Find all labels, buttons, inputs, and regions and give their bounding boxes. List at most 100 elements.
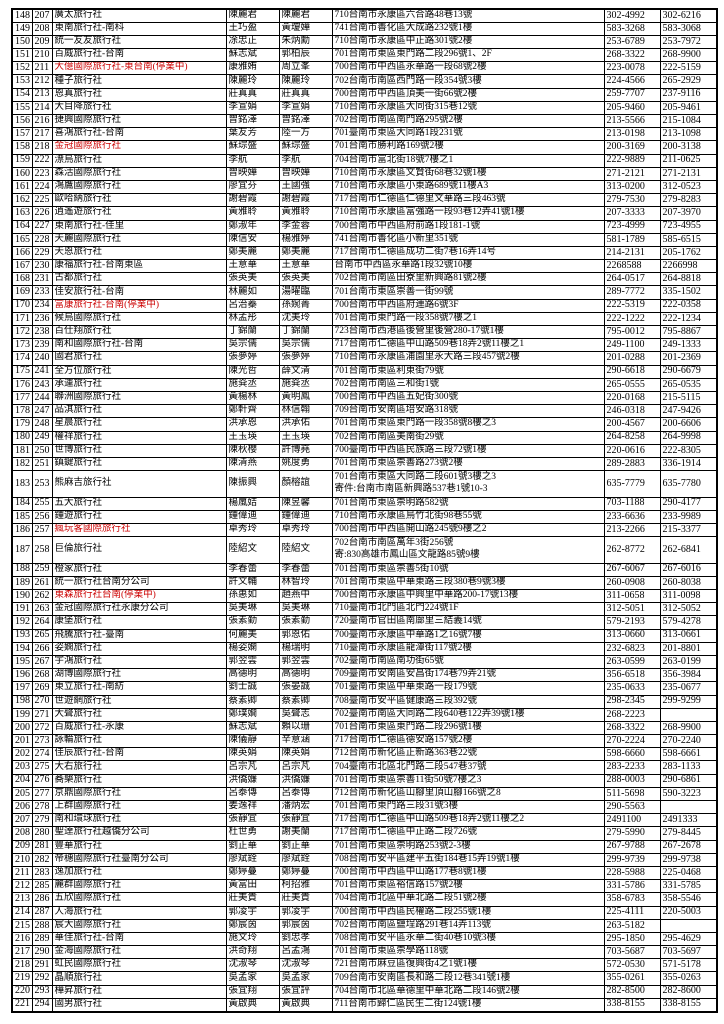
contact1-cell: 林孟彤 <box>225 311 280 327</box>
reg-no-cell: 236 <box>31 311 53 327</box>
seq-cell: 184 <box>11 496 33 511</box>
agency-name-cell: 恩真旅行社 <box>51 87 227 102</box>
seq-cell: 202 <box>11 747 33 762</box>
contact2-cell: 王國強 <box>278 179 333 195</box>
contact2-cell: 王玉瑛 <box>278 430 333 445</box>
table-row-210: 210 282 帝穗國際旅行社臺南分公司 廖斌銓 廖斌銓 708台南市安平區建平… <box>11 852 718 867</box>
table-row-184: 184 255 五大旅行社 楊嵐姞 陳昱馨 701台南市東區崇明路582號 70… <box>11 496 718 511</box>
fax-cell: 211-0625 <box>659 153 718 168</box>
table-row-218: 218 291 虹民國際旅行社 沈淑琴 沈淑琴 721台南市麻豆區復興街4之1號… <box>11 958 718 973</box>
agency-name-cell: 麗群國際旅行社 <box>51 879 227 894</box>
address-cell: 702台南市南區三和街1號 <box>331 377 605 392</box>
contact2-cell: 朱炳勳 <box>278 34 333 50</box>
tel-cell: 263-5182 <box>603 918 661 933</box>
agency-name-cell: 熊麻吉旅行社 <box>51 470 227 498</box>
contact1-cell: 張素勤 <box>225 615 280 630</box>
fax-cell: 2491333 <box>659 813 718 828</box>
agency-name-cell: 鎮鍵旅行社 <box>51 456 227 472</box>
table-row-151: 151 210 百威旅行社-台南 蘇志斌 郭柏辰 701台南市東區東門路二段29… <box>11 48 718 63</box>
agency-table-body: 148 207 廣太旅行社 陳麗君 陳麗君 710台南市永康區六合路48巷13號… <box>11 8 718 1013</box>
table-row-148: 148 207 廣太旅行社 陳麗君 陳麗君 710台南市永康區六合路48巷13號… <box>11 8 718 23</box>
table-row-194: 194 266 姿嫻旅行社 楊姿嫻 楊瑞明 710臺南市永康區龍潭街117號2樓… <box>11 641 718 656</box>
table-row-156: 156 216 捷興國際旅行社 曾銘澤 曾銘澤 702台南市南區南門路295號2… <box>11 113 718 129</box>
contact1-cell: 凃忠正 <box>225 34 280 50</box>
table-row-163: 163 226 逍遙遊旅行社 黃雅聆 黃雅聆 710台南市永康區富強路一段93巷… <box>11 206 718 221</box>
reg-no-cell: 282 <box>31 852 53 867</box>
table-row-175: 175 241 全方位旅行社 陳光哲 薛文清 701台南市東區利東街79號 29… <box>11 364 718 379</box>
reg-no-cell: 214 <box>31 100 53 116</box>
seq-cell: 221 <box>11 997 33 1013</box>
contact1-cell: 鄭宸茵 <box>225 918 280 933</box>
fax-cell: 290-6679 <box>659 364 718 379</box>
reg-no-cell: 277 <box>31 786 53 802</box>
contact1-cell: 鄭軒齊 <box>225 404 280 419</box>
address-cell: 701台南市東區東門路一段358號8樓之3 <box>331 417 605 432</box>
agency-name-cell: 全方位旅行社 <box>51 364 227 379</box>
seq-cell: 209 <box>11 839 33 854</box>
seq-cell: 215 <box>11 918 33 933</box>
fax-cell: 795-8867 <box>659 324 718 340</box>
address-cell: 701臺南市東區中華東路一段179號 <box>331 681 605 696</box>
agency-name-cell: 樺昇旅行社 <box>51 984 227 999</box>
tel-cell: 223-0078 <box>603 61 661 76</box>
contact1-cell: 鄭璞嫺 <box>225 707 280 722</box>
contact1-cell: 洪承恩 <box>225 417 280 432</box>
address-cell: 704台南市北區中華北路二段51號2樓 <box>331 892 605 907</box>
reg-no-cell: 208 <box>31 21 53 36</box>
seq-cell: 168 <box>11 272 33 287</box>
contact2-cell: 周立峯 <box>278 61 333 76</box>
table-row-192: 192 264 康堡旅行社 張素勤 張素勤 720臺南市官田區南廍里三結義14號… <box>11 615 718 630</box>
fax-cell: 335-1502 <box>659 285 718 300</box>
contact2-cell: 張英美 <box>278 272 333 287</box>
contact2-cell: 李宣娟 <box>278 100 333 116</box>
contact2-cell: 謝碧霞 <box>278 193 333 208</box>
tel-cell: 635-7779 <box>603 470 661 498</box>
contact2-cell: 沈淑琴 <box>278 958 333 973</box>
reg-no-cell: 228 <box>31 232 53 247</box>
tel-cell: 246-0318 <box>603 404 661 419</box>
reg-no-cell: 238 <box>31 324 53 340</box>
agency-name-cell: 人海旅行社 <box>51 905 227 920</box>
table-row-170: 170 234 富康旅行社-台南(停業中) 呂治蓁 孫婉菁 700台南市中西區府… <box>11 298 718 313</box>
seq-cell: 180 <box>11 430 33 445</box>
fax-cell: 247-9426 <box>659 404 718 419</box>
seq-cell: 177 <box>11 390 33 406</box>
contact2-cell: 張夢婷 <box>278 351 333 366</box>
address-cell: 708臺南市安平區健康路三段392號 <box>331 694 605 709</box>
contact1-cell: 陳光哲 <box>225 364 280 379</box>
contact2-cell: 吳聲志 <box>278 707 333 722</box>
tel-cell: 271-2121 <box>603 166 661 181</box>
contact2-cell: 卓秀玲 <box>278 522 333 538</box>
contact2-cell: 趙燕中 <box>278 588 333 604</box>
agency-name-cell: 宸大國際旅行社 <box>51 918 227 933</box>
contact1-cell: 劉士誠 <box>225 681 280 696</box>
seq-cell: 149 <box>11 21 33 36</box>
agency-name-cell: 帝穗國際旅行社臺南分公司 <box>51 852 227 867</box>
reg-no-cell: 251 <box>31 456 53 472</box>
tel-cell: 268-2223 <box>603 707 661 722</box>
address-cell: 701台南市東區大同路二段601號3樓之3 寄件:台南市南區新興路537巷1號10… <box>331 470 605 498</box>
contact1-cell: 蘇志斌 <box>225 48 280 63</box>
contact2-cell: 沈美玲 <box>278 311 333 327</box>
tel-cell: 200-4567 <box>603 417 661 432</box>
contact1-cell: 黃富田 <box>225 879 280 894</box>
reg-no-cell: 243 <box>31 377 53 392</box>
seq-cell: 196 <box>11 668 33 683</box>
fax-cell: 302-6216 <box>659 8 718 23</box>
table-row-212: 212 285 麗群國際旅行社 黃富田 柯招雅 701台南市東區裕信路157號2… <box>11 879 718 894</box>
table-row-203: 203 275 大右旅行社 呂宗芃 呂宗芃 704臺南市北區北門路二段547巷3… <box>11 760 718 775</box>
tel-cell: 703-5687 <box>603 945 661 960</box>
reg-no-cell: 258 <box>31 536 53 564</box>
contact1-cell: 何麗美 <box>225 628 280 643</box>
fax-cell: 207-3970 <box>659 206 718 221</box>
contact2-cell: 姚度勇 <box>278 456 333 472</box>
address-cell: 701台南市東區崇善5街10號 <box>331 562 605 577</box>
contact2-cell: 鍾偉迪 <box>278 509 333 524</box>
contact2-cell: 黃明鳳 <box>278 390 333 406</box>
table-row-187: 187 258 巨倫旅行社 陸紹文 陸紹文 702台南市南區萬年3街256號 寄:… <box>11 536 718 564</box>
contact2-cell: 黃啟典 <box>278 997 333 1013</box>
seq-cell: 211 <box>11 865 33 881</box>
address-cell: 710臺南市北門區北門224號1F <box>331 602 605 617</box>
fax-cell: 290-6861 <box>659 773 718 788</box>
tel-cell: 268-3322 <box>603 720 661 736</box>
